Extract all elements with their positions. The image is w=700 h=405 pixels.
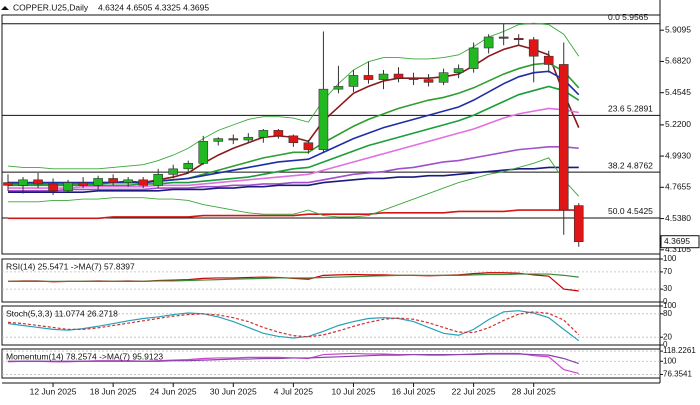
indicator-line-3-0: [8, 85, 580, 187]
momentum-tick-label-1: 100: [663, 356, 677, 365]
price-tick-label-2: 5.4545: [665, 87, 691, 97]
candle-body-21: [318, 88, 329, 150]
price-tick-label-7: 4.3105: [665, 244, 691, 254]
fib-label-1: 23.6 5.2891: [608, 104, 653, 114]
candle-body-0: [3, 182, 13, 186]
candle-body-1: [18, 179, 28, 186]
price-tick-label-0: 5.9095: [665, 24, 691, 34]
candle-body-26: [393, 73, 404, 79]
candle-body-31: [468, 47, 479, 69]
candle-body-37: [558, 64, 569, 211]
candle-body-38: [573, 205, 584, 243]
candle-body-14: [213, 138, 224, 142]
candle-body-27: [408, 77, 419, 80]
candle-body-25: [378, 73, 389, 80]
price-tick-label-1: 5.6820: [665, 56, 691, 66]
stoch-tick-label-3: 0: [663, 340, 668, 349]
candle-body-36: [543, 55, 554, 65]
momentum-series-line-1: [8, 353, 579, 365]
x-tick-label-6: 16 Jul 2025: [392, 386, 436, 396]
candle-body-22: [333, 86, 344, 90]
fib-label-2: 38.2 4.8762: [608, 160, 653, 170]
candle-body-5: [78, 182, 88, 186]
fib-label-3: 50.0 4.5425: [608, 206, 653, 216]
stoch-tick-label-0: 100: [663, 301, 677, 310]
x-tick-label-2: 24 Jun 2025: [150, 386, 197, 396]
rsi-tick-label-2: 30: [663, 284, 672, 293]
candle-body-15: [228, 138, 239, 141]
price-tick-label-5: 4.7655: [665, 182, 691, 192]
candle-body-28: [423, 79, 434, 83]
stoch-legend: Stoch(5,3,3) 11.0774 26.2718: [6, 308, 118, 318]
fib-label-0: 0.0 5.9565: [608, 12, 648, 22]
candle-body-10: [153, 174, 163, 186]
momentum-tick-label-0: 118.2261: [663, 346, 696, 355]
current-price-box: [660, 235, 700, 249]
candle-body-24: [363, 75, 374, 80]
rsi-legend: RSI(14) 25.5471 ->MA(7) 57.8397: [6, 261, 135, 271]
candle-body-9: [138, 179, 148, 186]
x-tick-label-5: 10 Jul 2025: [331, 386, 375, 396]
candle-body-19: [288, 135, 299, 144]
indicator-line-6-0: [8, 166, 579, 193]
candle-body-8: [123, 179, 133, 183]
candle-body-29: [438, 72, 449, 83]
candle-body-35: [528, 39, 539, 57]
header-symbol: COPPER.U25,Daily: [13, 2, 89, 12]
indicator-line-1-0: [8, 62, 580, 185]
momentum-legend: Momentum(14) 78.2574 ->MA(7) 95.9123: [6, 351, 163, 361]
x-tick-label-7: 22 Jul 2025: [452, 386, 496, 396]
candle-body-20: [303, 142, 314, 150]
x-tick-label-8: 28 Jul 2025: [512, 386, 556, 396]
candle-body-18: [273, 130, 284, 137]
candle-body-12: [183, 163, 194, 170]
rsi-tick-label-3: 0: [663, 297, 668, 306]
price-tick-label-4: 4.9930: [665, 150, 691, 160]
indicator-line-7-0: [8, 209, 579, 220]
candle-body-33: [498, 36, 509, 39]
indicator-line-2-0: [8, 70, 580, 184]
candle-body-34: [513, 38, 524, 41]
current-price-label: 4.3695: [664, 236, 690, 246]
indicator-line-8-1: [8, 157, 580, 218]
rsi-series-line-1: [8, 273, 579, 282]
candle-body-13: [198, 141, 209, 164]
candle-body-3: [48, 183, 58, 192]
price-tick-label-3: 5.2200: [665, 119, 691, 129]
candle-body-30: [453, 68, 464, 73]
candle-body-32: [483, 36, 494, 49]
candle-body-16: [243, 136, 254, 141]
x-tick-label-4: 4 Jul 2025: [274, 386, 313, 396]
indicator-line-5-0: [8, 146, 579, 192]
stoch-tick-label-2: 20: [663, 332, 672, 341]
candle-body-2: [33, 179, 43, 185]
candle-body-6: [93, 178, 103, 186]
price-tick-label-6: 4.5380: [665, 213, 691, 223]
x-tick-label-3: 30 Jun 2025: [210, 386, 257, 396]
indicator-line-8-0: [7, 22, 580, 170]
header-values: 4.6324 4.6505 4.3325 4.3695: [98, 2, 209, 12]
x-tick-label-0: 12 Jun 2025: [30, 386, 77, 396]
indicator-line-4-0: [8, 107, 579, 189]
candle-body-23: [348, 75, 359, 87]
stoch-series-line-0: [7, 310, 580, 342]
candle-body-17: [258, 130, 269, 138]
candle-body-11: [168, 168, 179, 175]
candle-body-4: [63, 182, 73, 192]
candle-body-7: [108, 178, 118, 183]
header-triangle-icon: [1, 6, 9, 10]
momentum-tick-label-2: 76.3541: [663, 370, 692, 379]
rsi-tick-label-1: 70: [663, 267, 672, 276]
stoch-tick-label-1: 80: [663, 309, 672, 318]
stoch-series-line-1: [7, 311, 580, 338]
x-tick-label-1: 18 Jun 2025: [90, 386, 137, 396]
rsi-tick-label-0: 100: [663, 254, 677, 263]
